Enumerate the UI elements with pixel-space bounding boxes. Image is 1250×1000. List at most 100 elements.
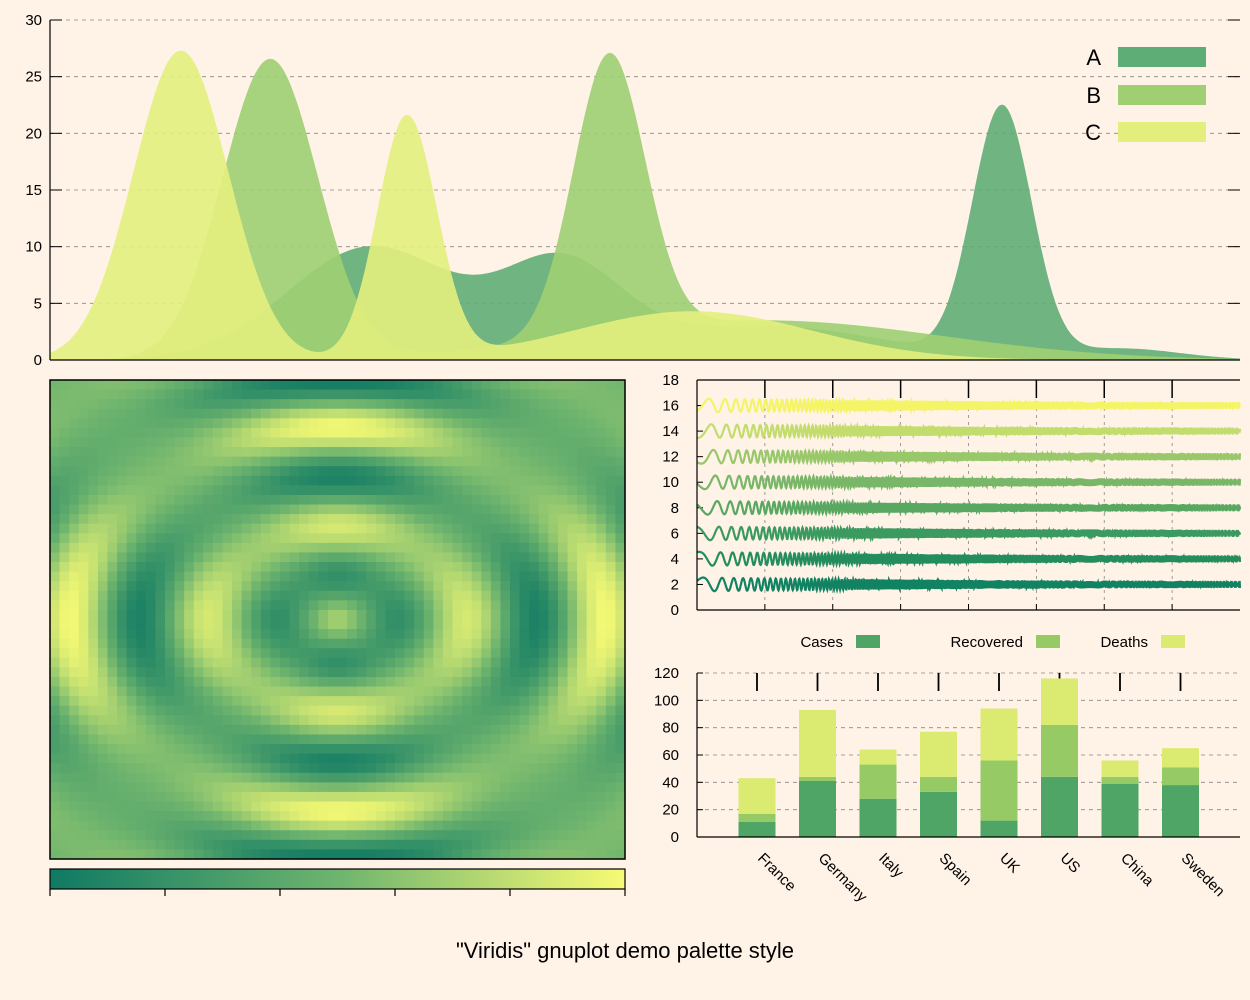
heatmap-cell	[50, 571, 61, 582]
heatmap-cell	[519, 744, 530, 755]
heatmap-cell	[327, 657, 339, 668]
heatmap-cell	[270, 514, 281, 525]
heatmap-cell	[251, 734, 262, 745]
heatmap-cell	[500, 475, 511, 486]
heatmap-cell	[548, 475, 559, 486]
heatmap-cell	[107, 456, 118, 467]
heatmap-cell	[299, 753, 310, 764]
heatmap-cell	[423, 619, 434, 630]
heatmap-cell	[193, 638, 204, 649]
heatmap-cell	[88, 676, 99, 688]
heatmap-cell	[78, 667, 89, 678]
heatmap-cell	[155, 514, 166, 525]
heatmap-cell	[289, 475, 300, 486]
heatmap-cell	[97, 638, 109, 649]
heatmap-cell	[481, 724, 492, 736]
heatmap-cell	[327, 437, 339, 448]
heatmap-cell	[193, 571, 204, 582]
heatmap-cell	[596, 715, 607, 726]
heatmap-cell	[212, 600, 224, 611]
heatmap-cell	[260, 504, 272, 515]
heatmap-cell	[327, 801, 339, 812]
heatmap-cell	[347, 715, 358, 726]
heatmap-cell	[557, 600, 569, 611]
heatmap-cell	[241, 427, 252, 439]
y-tick-label: 14	[662, 423, 679, 440]
heatmap-cell	[327, 485, 339, 496]
heatmap-cell	[596, 638, 607, 649]
heatmap-cell	[69, 514, 80, 525]
heatmap-cell	[107, 581, 118, 592]
heatmap-cell	[251, 600, 262, 611]
heatmap-cell	[107, 629, 118, 640]
heatmap-cell	[615, 380, 626, 391]
heatmap-cell	[347, 648, 358, 659]
heatmap-cell	[184, 485, 195, 496]
heatmap-cell	[241, 437, 252, 448]
heatmap-cell	[586, 609, 597, 621]
heatmap-cell	[347, 676, 358, 688]
heatmap-cell	[356, 820, 367, 831]
heatmap-cell	[78, 696, 89, 707]
heatmap-cell	[193, 820, 204, 831]
heatmap-cell	[193, 753, 204, 764]
heatmap-cell	[442, 820, 454, 831]
heatmap-cell	[395, 849, 406, 860]
heatmap-cell	[174, 399, 185, 410]
heatmap-cell	[270, 427, 281, 439]
heatmap-cell	[299, 562, 310, 573]
heatmap-cell	[107, 514, 118, 525]
heatmap-cell	[596, 533, 607, 544]
heatmap-cell	[203, 437, 214, 448]
heatmap-cell	[605, 648, 617, 659]
heatmap-cell	[232, 811, 243, 822]
heatmap-cell	[395, 418, 406, 429]
heatmap-cell	[347, 782, 358, 793]
heatmap-cell	[327, 763, 339, 774]
heatmap-cell	[299, 648, 310, 659]
heatmap-cell	[165, 380, 176, 391]
heatmap-cell	[289, 648, 300, 659]
heatmap-cell	[270, 447, 281, 458]
heatmap-cell	[318, 705, 329, 716]
heatmap-cell	[529, 657, 540, 668]
heatmap-cell	[69, 782, 80, 793]
heatmap-cell	[452, 676, 463, 688]
heatmap-cell	[567, 456, 578, 467]
heatmap-cell	[347, 744, 358, 755]
heatmap-cell	[327, 791, 339, 803]
heatmap-cell	[557, 571, 569, 582]
line-series-16	[696, 396, 1241, 415]
heatmap-cell	[155, 399, 166, 410]
heatmap-cell	[519, 523, 530, 534]
heatmap-cell	[529, 447, 540, 458]
heatmap-cell	[289, 791, 300, 803]
heatmap-cell	[481, 667, 492, 678]
heatmap-cell	[117, 418, 128, 429]
heatmap-cell	[97, 475, 109, 486]
heatmap-cell	[356, 744, 367, 755]
heatmap-cell	[433, 514, 444, 525]
heatmap-cell	[299, 820, 310, 831]
heatmap-cell	[145, 619, 157, 630]
heatmap-cell	[548, 456, 559, 467]
heatmap-cell	[605, 466, 617, 477]
heatmap-cell	[356, 408, 367, 419]
heatmap-cell	[490, 447, 502, 458]
heatmap-cell	[145, 562, 157, 573]
heatmap-cell	[404, 514, 415, 525]
heatmap-cell	[366, 494, 377, 506]
heatmap-cell	[260, 801, 272, 812]
heatmap-cell	[203, 542, 214, 554]
heatmap-cell	[212, 629, 224, 640]
heatmap-cell	[423, 485, 434, 496]
heatmap-cell	[270, 475, 281, 486]
heatmap-cell	[605, 782, 617, 793]
heatmap-cell	[548, 648, 559, 659]
heatmap-cell	[366, 427, 377, 439]
heatmap-cell	[423, 494, 434, 506]
bar-Spain-Recovered	[920, 776, 957, 792]
heatmap-cell	[97, 408, 109, 419]
heatmap-cell	[471, 485, 482, 496]
heatmap-cell	[337, 667, 348, 678]
